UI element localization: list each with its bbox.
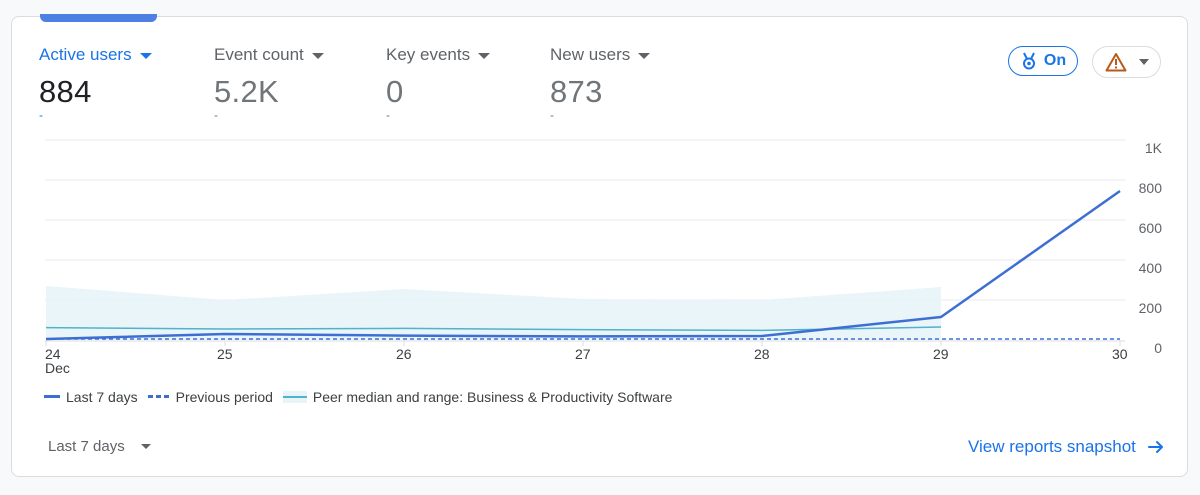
chart-series xyxy=(45,189,1121,341)
benchmark-toggle-button[interactable]: On xyxy=(1008,46,1078,76)
solid-line-icon xyxy=(44,395,60,398)
last-7-days-line xyxy=(45,189,1121,341)
badge-label: On xyxy=(1043,52,1067,69)
selected-tab-indicator xyxy=(40,14,157,22)
y-tick-label: 800 xyxy=(1139,180,1163,196)
x-tick-label: 26 xyxy=(396,346,412,362)
y-axis: 0 200 400 600 800 1K xyxy=(1139,140,1163,356)
peer-range-band xyxy=(45,286,942,340)
x-tick-label: 28 xyxy=(754,346,770,362)
date-range-label: Last 7 days xyxy=(48,438,125,455)
peer-range-area xyxy=(46,286,941,340)
overview-card xyxy=(11,16,1188,477)
dashed-line-icon xyxy=(147,395,170,398)
y-tick-label: 1K xyxy=(1145,140,1163,156)
legend-label: Previous period xyxy=(175,389,273,405)
metric-label: Key events xyxy=(386,45,471,64)
metric-event-count[interactable]: Event count 5.2K - xyxy=(214,44,324,122)
metric-active-users[interactable]: Active users 884 - xyxy=(39,44,152,122)
y-tick-label: 200 xyxy=(1139,300,1163,316)
metric-delta: - xyxy=(386,108,390,122)
metric-key-events[interactable]: Key events 0 - xyxy=(386,44,491,122)
metric-label: Event count xyxy=(214,45,304,64)
x-tick-label: 27 xyxy=(575,346,591,362)
alerts-dropdown-button[interactable] xyxy=(1092,46,1161,78)
band-line-icon xyxy=(282,391,307,403)
legend-item-previous[interactable]: Previous period xyxy=(147,389,273,405)
caret-down-icon xyxy=(140,444,151,449)
warning-triangle-icon xyxy=(1105,53,1126,72)
caret-down-icon xyxy=(638,53,651,59)
caret-down-icon xyxy=(1138,59,1149,65)
x-tick-label: 25 xyxy=(217,346,233,362)
arrow-right-icon xyxy=(1147,441,1163,453)
chart-legend: Last 7 days Previous period Peer median … xyxy=(44,389,682,405)
metric-value: 0 xyxy=(386,74,404,109)
legend-item-peer[interactable]: Peer median and range: Business & Produc… xyxy=(282,389,673,405)
snapshot-link-label: View reports snapshot xyxy=(968,437,1136,456)
peer-median-line xyxy=(45,326,942,332)
date-range-dropdown[interactable]: Last 7 days xyxy=(48,438,151,455)
caret-down-icon xyxy=(478,53,491,59)
metric-label: Active users xyxy=(39,45,132,64)
view-reports-snapshot-link[interactable]: View reports snapshot xyxy=(968,437,1164,457)
caret-down-icon xyxy=(139,53,152,59)
medal-icon xyxy=(1022,52,1035,70)
x-tick-label: 30 xyxy=(1112,346,1128,362)
y-tick-label: 600 xyxy=(1139,220,1163,236)
y-tick-label: 400 xyxy=(1139,260,1163,276)
legend-label: Last 7 days xyxy=(66,389,138,405)
metric-value: 873 xyxy=(550,74,603,109)
metric-delta: - xyxy=(39,108,43,122)
x-tick-label: 24 xyxy=(45,346,61,362)
caret-down-icon xyxy=(311,53,324,59)
metric-value: 884 xyxy=(39,74,92,109)
metric-value: 5.2K xyxy=(214,74,279,109)
legend-item-last7[interactable]: Last 7 days xyxy=(44,389,138,405)
metric-delta: - xyxy=(550,108,554,122)
metric-new-users[interactable]: New users 873 - xyxy=(550,44,651,122)
metric-label: New users xyxy=(550,45,631,64)
metric-delta: - xyxy=(214,108,218,122)
y-tick-label: 0 xyxy=(1154,340,1162,356)
x-tick-label: 29 xyxy=(933,346,949,362)
x-tick-sublabel: Dec xyxy=(45,360,70,376)
legend-label: Peer median and range: Business & Produc… xyxy=(312,389,673,405)
